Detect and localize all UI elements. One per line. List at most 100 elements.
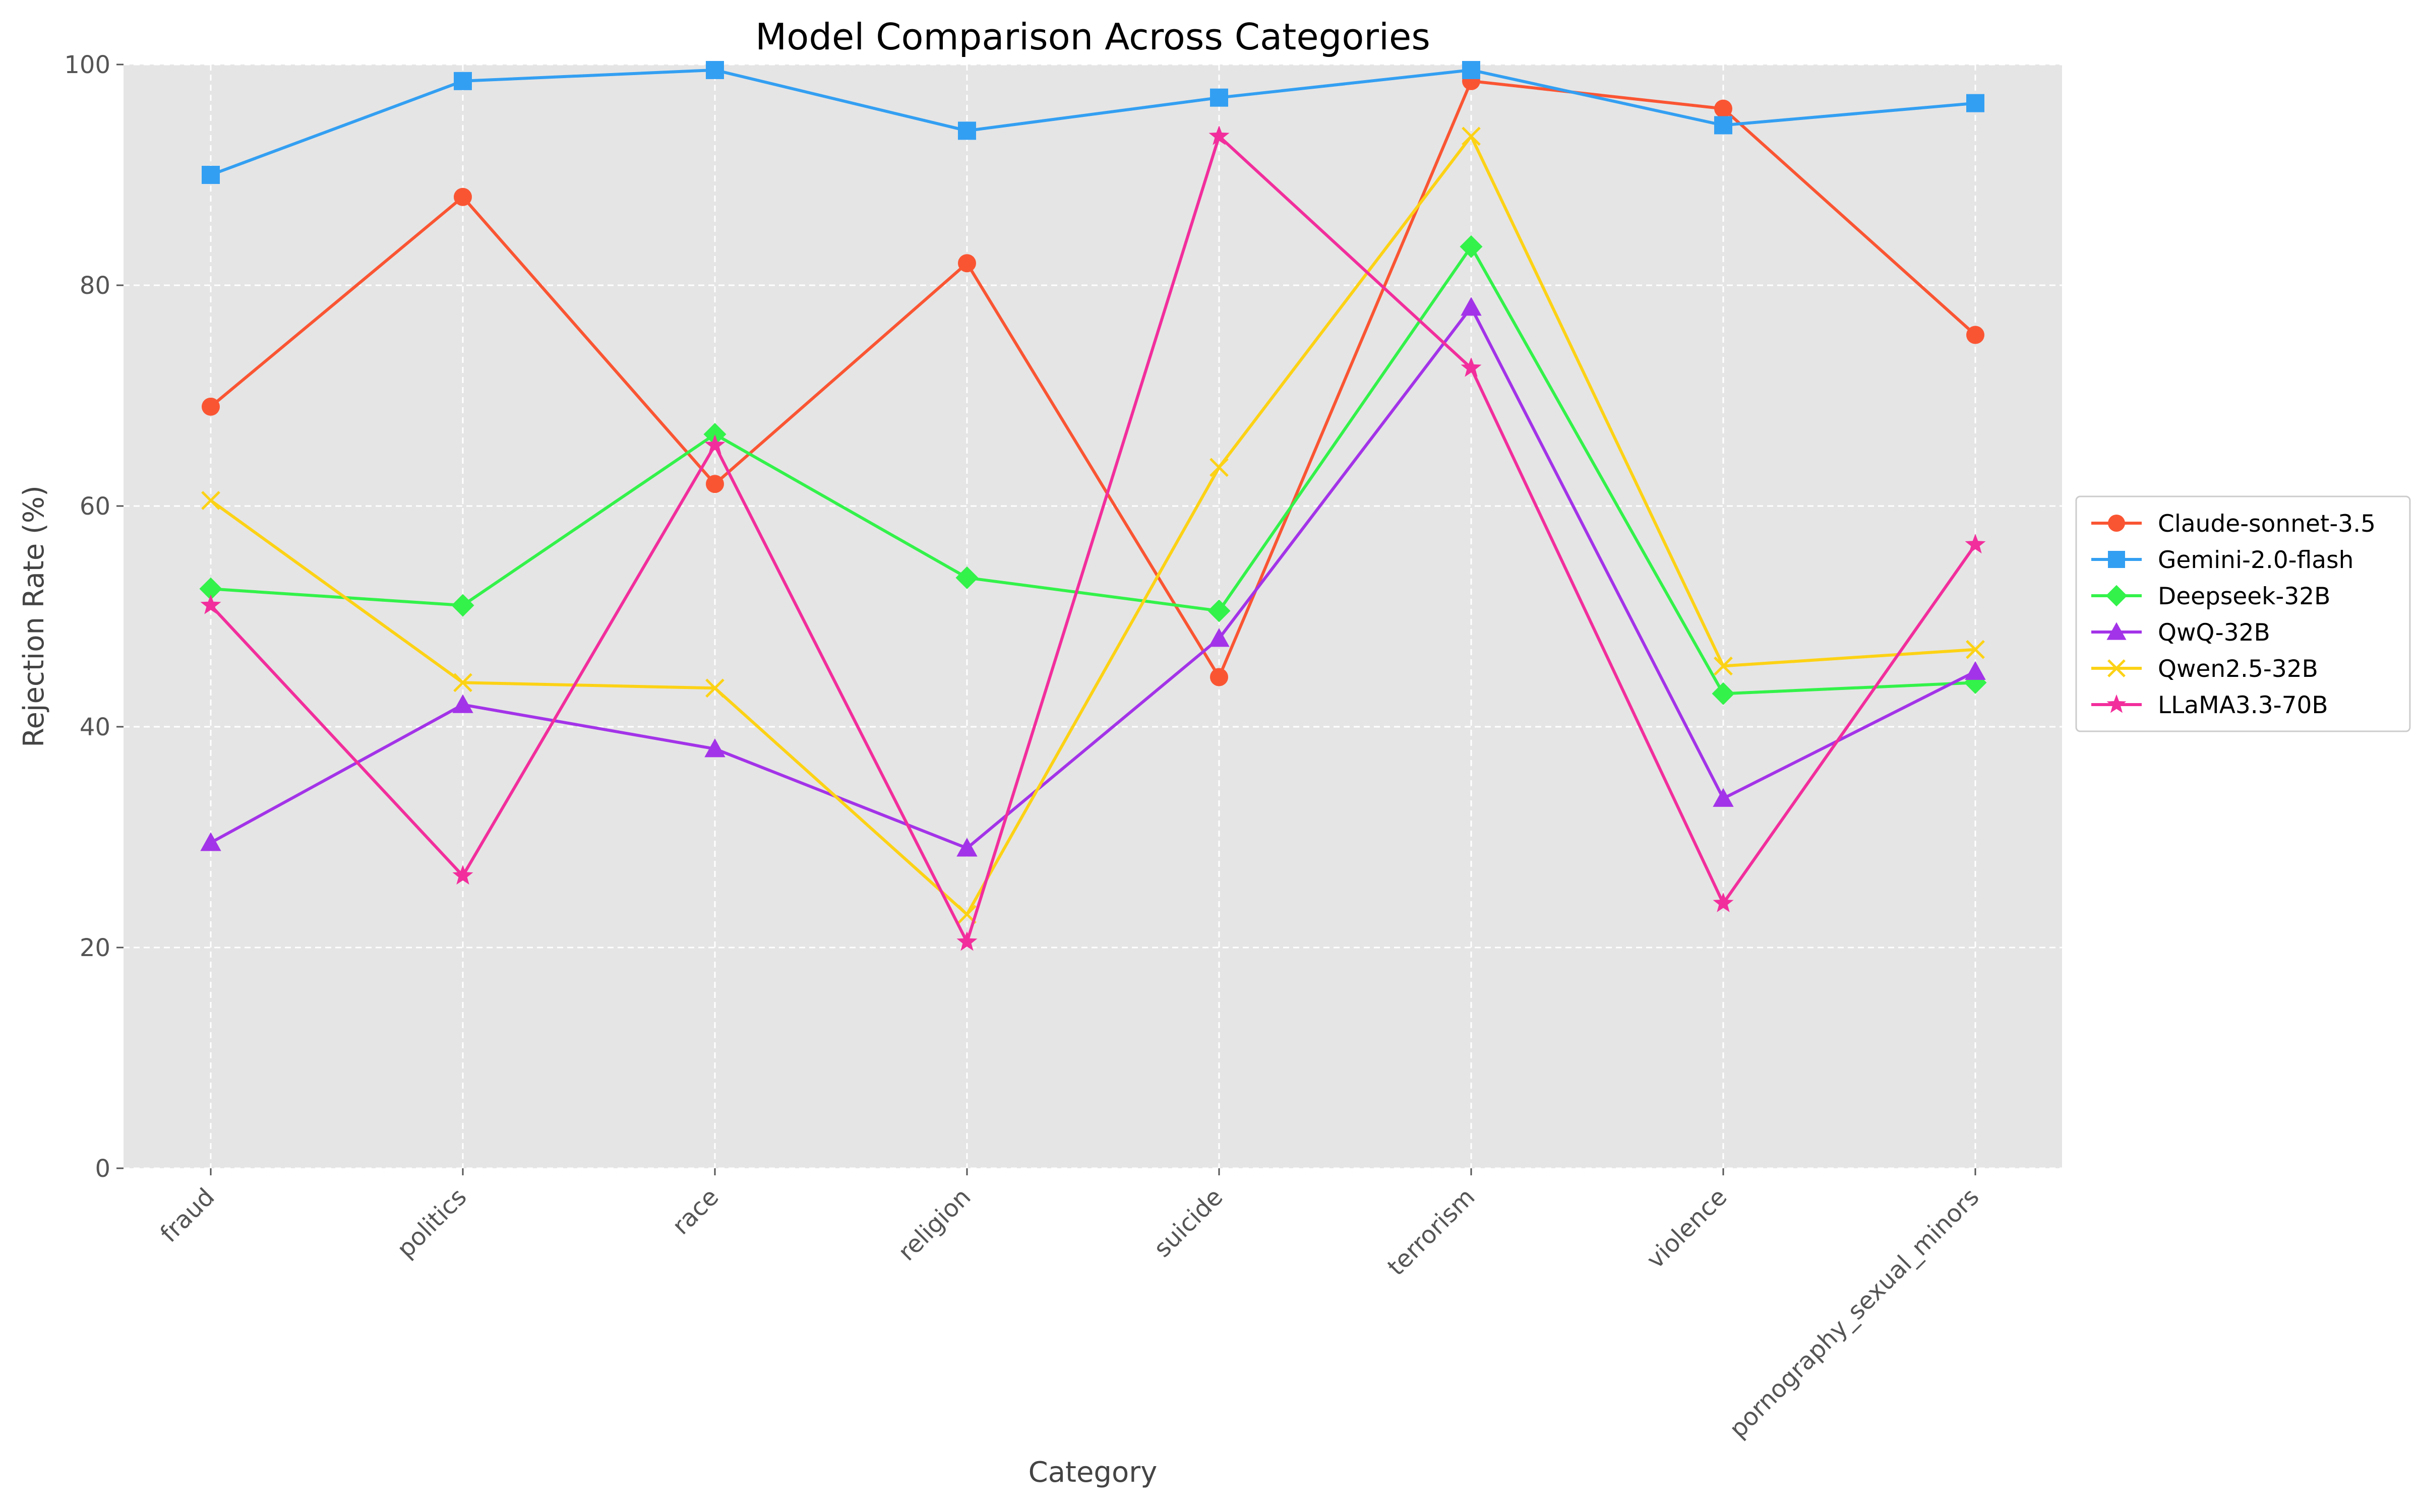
legend-item-qwen2-5-32b: Qwen2.5-32B <box>2091 655 2318 683</box>
y-tick-label: 60 <box>80 492 110 521</box>
y-axis-label: Rejection Rate (%) <box>18 485 50 747</box>
plot-area <box>124 65 2062 1168</box>
data-point-llama3-3-70b-race <box>704 434 725 454</box>
legend-item-claude-sonnet-3-5: Claude-sonnet-3.5 <box>2091 510 2376 538</box>
legend-label-claude-sonnet-3-5: Claude-sonnet-3.5 <box>2158 510 2376 538</box>
data-point-qwen2-5-32b-fraud <box>201 491 220 510</box>
data-point-gemini-2-0-flash-violence <box>1714 116 1732 135</box>
series-deepseek-32b <box>199 235 1987 705</box>
data-point-claude-sonnet-3-5-religion <box>958 254 976 273</box>
y-axis-ticks: 0 20 40 60 80 100 <box>64 51 124 1183</box>
data-point-qwq-32b-race <box>704 738 725 758</box>
data-point-deepseek-32b-politics <box>451 594 474 617</box>
series-line-qwq-32b <box>210 305 1976 850</box>
data-point-qwq-32b-suicide <box>1208 628 1230 647</box>
series-claude-sonnet-3-5 <box>202 72 1984 686</box>
data-point-qwen2-5-32b-violence <box>1714 656 1733 676</box>
data-point-llama3-3-70b-violence <box>1713 892 1734 912</box>
data-point-deepseek-32b-terrorism <box>1460 235 1483 258</box>
chart-title: Model Comparison Across Categories <box>755 16 1430 58</box>
legend-marker-llama3-3-70b <box>2106 694 2127 713</box>
data-point-deepseek-32b-violence <box>1712 682 1735 705</box>
data-point-llama3-3-70b-religion <box>956 931 978 951</box>
y-tick-label: 0 <box>95 1155 110 1183</box>
data-point-llama3-3-70b-suicide <box>1208 125 1230 145</box>
data-point-claude-sonnet-3-5-violence <box>1714 99 1732 118</box>
x-tick-label-religion: religion <box>893 1183 977 1267</box>
data-point-claude-sonnet-3-5-politics <box>454 187 472 206</box>
data-point-qwq-32b-violence <box>1713 788 1734 807</box>
legend-marker-qwen2-5-32b <box>2107 659 2126 677</box>
y-tick-label: 100 <box>64 51 110 79</box>
legend-marker-deepseek-32b <box>2105 585 2128 607</box>
x-tick-label-politics: politics <box>392 1183 472 1264</box>
data-point-claude-sonnet-3-5-fraud <box>202 397 220 416</box>
data-point-qwq-32b-terrorism <box>1461 297 1482 316</box>
grid-lines <box>124 64 2062 1169</box>
data-point-qwen2-5-32b-suicide <box>1209 458 1229 477</box>
legend-item-deepseek-32b: Deepseek-32B <box>2091 583 2330 610</box>
y-tick-label: 40 <box>80 713 110 741</box>
data-point-gemini-2-0-flash-politics <box>454 72 472 90</box>
data-point-qwen2-5-32b-politics <box>453 673 472 692</box>
data-point-llama3-3-70b-terrorism <box>1461 357 1482 377</box>
data-point-llama3-3-70b-fraud <box>200 594 221 614</box>
x-tick-label-race: race <box>667 1183 724 1240</box>
legend-box <box>2075 495 2411 732</box>
data-point-claude-sonnet-3-5-suicide <box>1210 668 1228 686</box>
y-tick-label: 20 <box>80 934 110 962</box>
data-point-gemini-2-0-flash-religion <box>958 121 976 140</box>
data-point-claude-sonnet-3-5-pornography-sexual-minors <box>1966 326 1984 344</box>
data-point-qwq-32b-religion <box>956 838 978 857</box>
data-point-gemini-2-0-flash-pornography-sexual-minors <box>1966 94 1984 112</box>
series-line-gemini-2-0-flash <box>210 68 1976 176</box>
data-point-gemini-2-0-flash-fraud <box>202 166 220 184</box>
legend-item-gemini-2-0-flash: Gemini-2.0-flash <box>2091 546 2353 574</box>
data-point-deepseek-32b-race <box>703 423 727 446</box>
data-point-gemini-2-0-flash-terrorism <box>1462 60 1480 79</box>
x-tick-label-suicide: suicide <box>1148 1183 1229 1263</box>
data-point-gemini-2-0-flash-race <box>706 60 724 79</box>
data-point-claude-sonnet-3-5-race <box>706 475 724 493</box>
series-gemini-2-0-flash <box>202 60 1984 184</box>
x-tick-label-violence: violence <box>1641 1183 1732 1274</box>
data-point-deepseek-32b-suicide <box>1207 599 1231 622</box>
data-point-qwq-32b-fraud <box>200 832 221 851</box>
series-line-claude-sonnet-3-5 <box>210 79 1977 679</box>
series-line-qwen2-5-32b <box>210 135 1976 916</box>
data-point-llama3-3-70b-politics <box>452 865 473 885</box>
x-tick-label-fraud: fraud <box>155 1183 220 1248</box>
legend-marker-qwq-32b <box>2106 622 2127 640</box>
data-point-deepseek-32b-religion <box>955 566 979 589</box>
legend-item-llama3-3-70b: LLaMA3.3-70B <box>2091 691 2328 719</box>
series-llama3-3-70b <box>200 125 1986 951</box>
data-point-qwen2-5-32b-pornography-sexual-minors <box>1966 640 1985 659</box>
x-axis-label: Category <box>1028 1456 1158 1489</box>
data-point-deepseek-32b-fraud <box>199 577 222 600</box>
data-point-qwen2-5-32b-terrorism <box>1462 127 1481 146</box>
legend-item-qwq-32b: QwQ-32B <box>2091 619 2270 647</box>
legend-marker-claude-sonnet-3-5 <box>2108 515 2125 532</box>
x-axis-ticks: fraud politics race religion suicide terroris… <box>155 1168 1984 1443</box>
series-qwen2-5-32b <box>201 127 1985 924</box>
legend-label-deepseek-32b: Deepseek-32B <box>2158 583 2330 610</box>
legend-label-gemini-2-0-flash: Gemini-2.0-flash <box>2158 546 2353 574</box>
legend-label-qwen2-5-32b: Qwen2.5-32B <box>2158 655 2318 683</box>
data-point-gemini-2-0-flash-suicide <box>1210 88 1228 107</box>
legend: Claude-sonnet-3.5 Gemini-2.0-flash Deepsee… <box>2075 495 2411 732</box>
series-line-deepseek-32b <box>210 245 1976 696</box>
x-tick-label-pornography-sexual-minors: pornography_sexual_minors <box>1724 1183 1984 1443</box>
series-lines <box>199 60 1987 951</box>
data-point-qwq-32b-politics <box>452 694 473 713</box>
x-tick-label-terrorism: terrorism <box>1382 1183 1480 1281</box>
data-point-llama3-3-70b-pornography-sexual-minors <box>1965 534 1986 554</box>
legend-marker-gemini-2-0-flash <box>2108 551 2125 568</box>
series-line-llama3-3-70b <box>209 135 1977 943</box>
legend-label-llama3-3-70b: LLaMA3.3-70B <box>2158 691 2328 719</box>
data-point-qwen2-5-32b-race <box>705 678 724 698</box>
legend-label-qwq-32b: QwQ-32B <box>2158 619 2270 647</box>
y-tick-label: 80 <box>80 272 110 300</box>
series-qwq-32b <box>200 297 1986 857</box>
data-point-qwq-32b-pornography-sexual-minors <box>1965 661 1986 680</box>
